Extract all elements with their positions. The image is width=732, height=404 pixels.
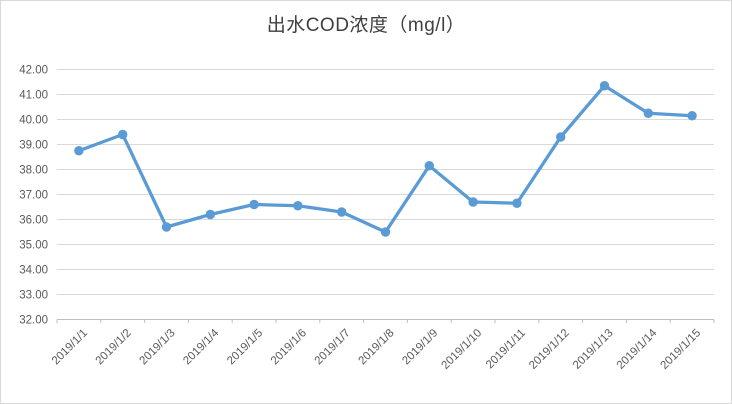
y-axis-tick-label: 38.00 <box>19 165 48 177</box>
series-line <box>77 84 694 234</box>
x-axis-tick-label: 2019/1/11 <box>484 327 528 371</box>
x-axis-tick-label: 2019/1/2 <box>94 327 134 367</box>
x-axis-tick-label: 2019/1/9 <box>400 327 440 367</box>
x-axis-tick-label: 2019/1/1 <box>50 327 90 367</box>
data-point-marker <box>161 222 172 232</box>
y-axis-tick-label: 37.00 <box>19 190 48 202</box>
data-point-marker <box>512 198 522 208</box>
data-point-marker <box>249 199 259 210</box>
x-axis-tick-label: 2019/1/10 <box>440 327 485 372</box>
data-point-marker <box>380 227 391 237</box>
y-axis-tick-label: 36.00 <box>19 215 48 227</box>
x-axis-tick-label: 2019/1/7 <box>313 327 353 367</box>
x-axis-tick-label: 2019/1/14 <box>615 327 660 372</box>
x-axis-tick-label: 2019/1/4 <box>181 327 222 368</box>
x-axis-tick-label: 2019/1/8 <box>356 327 396 367</box>
x-axis-tick-label: 2019/1/15 <box>659 327 704 372</box>
y-axis-tick-label: 35.00 <box>19 240 48 252</box>
data-point-marker <box>337 207 347 217</box>
y-axis-tick-label: 42.00 <box>19 65 48 77</box>
data-point-marker <box>74 146 84 156</box>
data-point-marker <box>687 111 697 121</box>
data-point-marker <box>599 81 610 91</box>
data-point-marker <box>468 197 478 207</box>
y-axis-tick-label: 39.00 <box>19 140 48 152</box>
data-point-marker <box>118 129 128 140</box>
data-point-marker <box>556 132 566 142</box>
y-axis-tick-label: 34.00 <box>19 265 48 277</box>
y-axis-tick-label: 40.00 <box>19 115 48 127</box>
x-axis-tick-label: 2019/1/6 <box>269 327 309 367</box>
x-axis-tick-label: 2019/1/3 <box>137 327 177 367</box>
chart-title: 出水COD浓度（mg/l） <box>266 15 466 36</box>
x-axis-tick-label: 2019/1/13 <box>571 327 616 372</box>
data-point-marker <box>293 201 303 211</box>
data-point-marker <box>643 108 653 118</box>
x-axis-tick-label: 2019/1/12 <box>527 327 572 372</box>
data-point-marker <box>205 209 215 220</box>
y-axis-tick-label: 41.00 <box>19 90 48 102</box>
y-axis-tick-label: 33.00 <box>19 290 48 302</box>
data-point-marker <box>424 161 434 171</box>
x-axis-tick-label: 2019/1/5 <box>225 327 265 367</box>
y-axis-tick-label: 32.00 <box>19 315 48 327</box>
